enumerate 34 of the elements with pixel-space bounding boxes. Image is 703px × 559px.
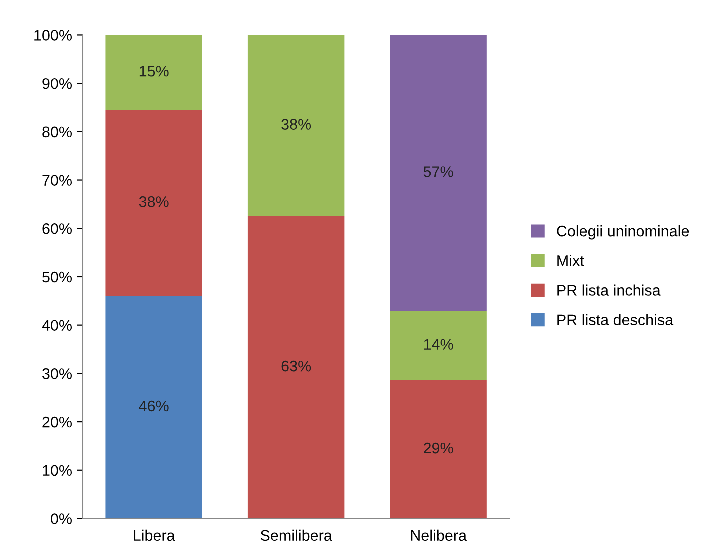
data-label: 38% bbox=[139, 196, 169, 208]
y-tick-label: 80% bbox=[42, 126, 72, 138]
y-tick-label: 10% bbox=[43, 465, 72, 476]
x-tick-label: Libera bbox=[134, 530, 176, 542]
x-tick-label: Semilibera bbox=[260, 530, 332, 542]
y-tick-label: 60% bbox=[42, 224, 72, 234]
y-tick-label: 20% bbox=[42, 416, 72, 428]
bar bbox=[390, 380, 487, 519]
bar bbox=[106, 110, 202, 296]
bar bbox=[248, 216, 345, 519]
data-label: 38% bbox=[282, 119, 312, 130]
bar bbox=[390, 311, 487, 380]
y-tick-label: 40% bbox=[42, 320, 72, 332]
data-label: 14% bbox=[424, 339, 454, 350]
data-label: 63% bbox=[282, 360, 312, 372]
bar bbox=[106, 35, 202, 110]
y-tick-label: 70% bbox=[42, 175, 72, 186]
data-label: 57% bbox=[424, 166, 454, 178]
y-tick-label: 100% bbox=[34, 30, 72, 41]
legend-label: PR lista inchisa bbox=[558, 284, 661, 296]
y-tick-label: 0% bbox=[51, 514, 72, 524]
data-label: 15% bbox=[140, 66, 169, 77]
legend-label: Mixt bbox=[558, 255, 584, 266]
x-tick-label: Nelibera bbox=[411, 530, 468, 542]
y-tick-label: 30% bbox=[42, 368, 72, 380]
y-tick-label: 50% bbox=[42, 272, 72, 283]
legend-label: Colegii uninominale bbox=[557, 226, 690, 240]
y-tick-label: 90% bbox=[42, 78, 72, 90]
bar bbox=[390, 35, 487, 312]
data-label: 46% bbox=[139, 400, 169, 412]
data-label: 29% bbox=[424, 442, 454, 454]
bar bbox=[248, 35, 345, 217]
legend-label: PR lista deschisa bbox=[558, 314, 674, 326]
bar bbox=[106, 296, 202, 519]
